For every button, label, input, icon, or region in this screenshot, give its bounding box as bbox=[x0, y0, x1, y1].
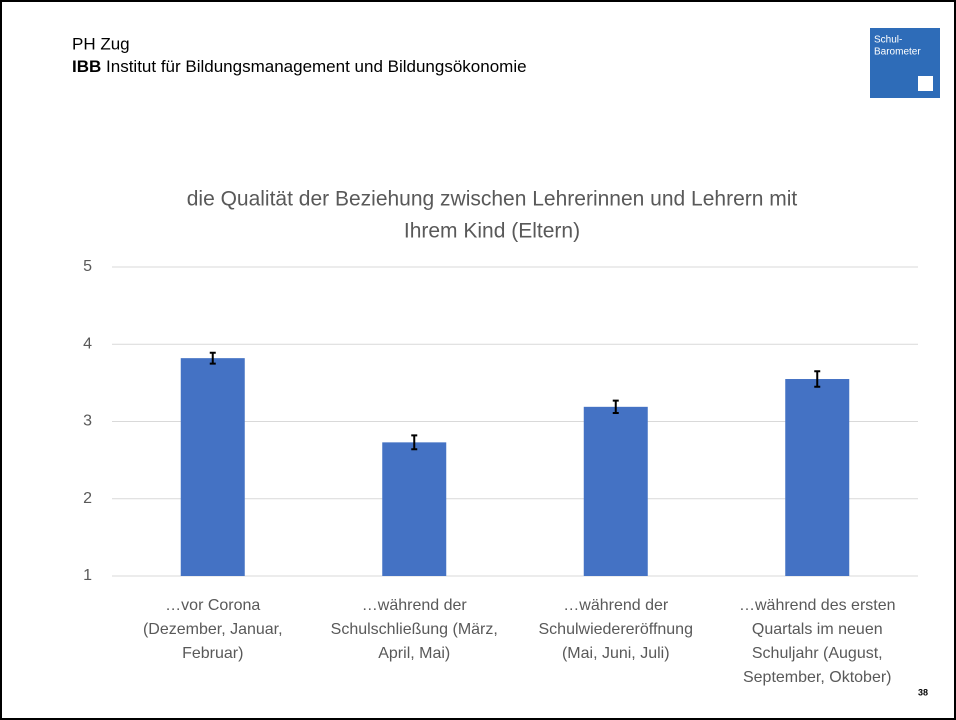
x-tick-label: …während der bbox=[563, 597, 669, 614]
bar bbox=[785, 379, 850, 576]
logo-square bbox=[918, 76, 933, 91]
header-ibb: IBB bbox=[72, 57, 101, 76]
x-tick-label: April, Mai) bbox=[378, 645, 450, 662]
x-tick-label: Schulwiedereröffnung bbox=[539, 621, 693, 638]
bar bbox=[382, 442, 447, 576]
x-tick-label: Februar) bbox=[182, 645, 243, 662]
y-tick-label: 4 bbox=[83, 335, 92, 352]
y-tick-label: 2 bbox=[83, 490, 92, 507]
error-bar bbox=[209, 351, 216, 365]
header-line1: PH Zug bbox=[72, 34, 130, 53]
bar bbox=[583, 406, 648, 576]
x-tick-label: Quartals im neuen bbox=[752, 621, 883, 638]
y-tick-label: 5 bbox=[83, 258, 92, 275]
chart-title: Ihrem Kind (Eltern) bbox=[404, 220, 580, 243]
error-bar bbox=[612, 399, 619, 415]
header-line2: IBB Institut für Bildungsmanagement und … bbox=[72, 57, 527, 76]
logo-text: Schul- bbox=[874, 35, 902, 46]
x-tick-label: …während des ersten bbox=[739, 597, 896, 614]
x-tick-label: Schulschließung (März, bbox=[331, 621, 498, 638]
logo-text: Barometer bbox=[874, 47, 921, 58]
page-number: 38 bbox=[918, 687, 928, 697]
chart-title: die Qualität der Beziehung zwischen Lehr… bbox=[187, 188, 798, 211]
x-tick-label: …während der bbox=[362, 597, 468, 614]
x-tick-label: Schuljahr (August, bbox=[752, 645, 883, 662]
x-tick-label: …vor Corona bbox=[165, 597, 260, 614]
x-tick-label: (Mai, Juni, Juli) bbox=[562, 645, 670, 662]
y-tick-label: 3 bbox=[83, 413, 92, 430]
header-institute: Institut für Bildungsmanagement und Bild… bbox=[106, 57, 527, 76]
x-tick-label: September, Oktober) bbox=[743, 669, 892, 686]
bar bbox=[180, 358, 245, 576]
error-bar bbox=[411, 434, 418, 451]
x-tick-label: (Dezember, Januar, bbox=[143, 621, 283, 638]
y-tick-label: 1 bbox=[83, 567, 92, 584]
error-bar bbox=[814, 370, 821, 388]
